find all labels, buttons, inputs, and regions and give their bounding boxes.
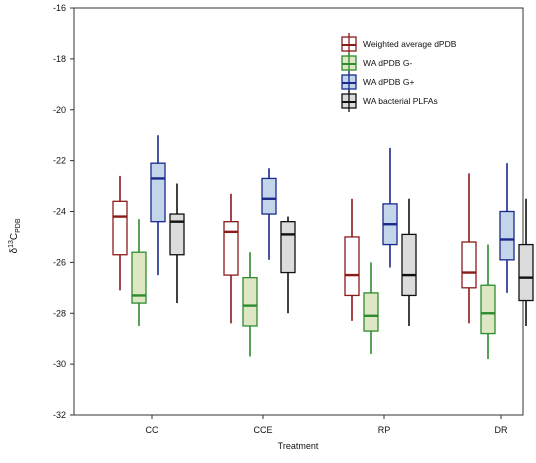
svg-text:δ13CPDB: δ13CPDB	[8, 218, 22, 253]
series-2	[131, 219, 496, 360]
legend-item-1: Weighted average dPDB	[341, 33, 457, 55]
box-body	[150, 162, 166, 223]
box-cc-series-4	[169, 183, 185, 304]
legend-item-4: WA bacterial PLFAs	[341, 90, 438, 112]
x-tick-label-dr: DR	[495, 425, 508, 435]
plot-frame	[73, 7, 524, 416]
box-dr-series-2	[480, 244, 496, 360]
box-dr-series-4	[518, 198, 534, 326]
x-tick-label-rp: RP	[378, 425, 391, 435]
y-tick-label: -18	[53, 54, 66, 64]
y-tick-label: -30	[53, 359, 66, 369]
box-body	[261, 177, 277, 215]
legend-item-3: WA dPDB G+	[341, 71, 414, 93]
plot-area-border	[73, 7, 524, 416]
legend-item-2: WA dPDB G-	[341, 52, 412, 74]
box-body	[363, 292, 379, 332]
box-cc-series-2	[131, 219, 147, 326]
box-body	[280, 221, 296, 274]
box-cce-series-3	[261, 168, 277, 260]
y-tick-label: -22	[53, 156, 66, 166]
box-rp-series-2	[363, 262, 379, 354]
box-body	[169, 213, 185, 256]
box-body	[131, 251, 147, 304]
y-tick-label: -20	[53, 105, 66, 115]
box-body	[461, 241, 477, 289]
x-tick-label-cce: CCE	[253, 425, 272, 435]
series-4	[169, 183, 534, 326]
box-body	[499, 210, 515, 261]
box-cc-series-3	[150, 135, 166, 276]
box-cce-series-1	[223, 193, 239, 324]
y-tick-label: -32	[53, 410, 66, 420]
box-body	[242, 276, 258, 327]
series-3	[150, 135, 515, 293]
y-axis: -32 -30 -28 -26 -24 -22 -20 -18 -16	[53, 3, 74, 420]
box-body	[344, 236, 360, 297]
y-tick-label: -26	[53, 257, 66, 267]
box-series-group	[112, 135, 534, 360]
y-axis-title-subscript: PDB	[15, 218, 22, 233]
legend-label-1: Weighted average dPDB	[363, 39, 457, 49]
box-cce-series-2	[242, 252, 258, 357]
box-body	[112, 200, 128, 256]
y-axis-title-main: C	[9, 233, 20, 240]
box-body	[223, 221, 239, 276]
box-rp-series-1	[344, 198, 360, 321]
box-body	[518, 243, 534, 302]
x-axis: CC CCE RP DR	[146, 415, 508, 435]
y-axis-title-prefix: δ	[9, 248, 20, 254]
box-rp-series-4	[401, 198, 417, 326]
box-cce-series-4	[280, 216, 296, 314]
y-axis-title: δ13CPDB	[8, 218, 22, 253]
legend-label-3: WA dPDB G+	[363, 77, 414, 87]
legend: Weighted average dPDB WA dPDB G- WA dPDB G…	[341, 33, 457, 112]
legend-label-2: WA dPDB G-	[363, 58, 412, 68]
box-dr-series-1	[461, 173, 477, 324]
box-rp-series-3	[382, 147, 398, 268]
y-tick-label: -16	[53, 3, 66, 13]
x-axis-title: Treatment	[278, 441, 319, 451]
y-axis-title-superscript: 13	[8, 240, 15, 248]
series-1	[112, 173, 477, 324]
y-tick-label: -24	[53, 207, 66, 217]
box-dr-series-3	[499, 163, 515, 293]
legend-label-4: WA bacterial PLFAs	[363, 96, 438, 106]
x-tick-label-cc: CC	[146, 425, 159, 435]
box-cc-series-1	[112, 175, 128, 291]
box-body	[401, 233, 417, 297]
y-tick-label: -28	[53, 308, 66, 318]
box-body	[480, 284, 496, 335]
